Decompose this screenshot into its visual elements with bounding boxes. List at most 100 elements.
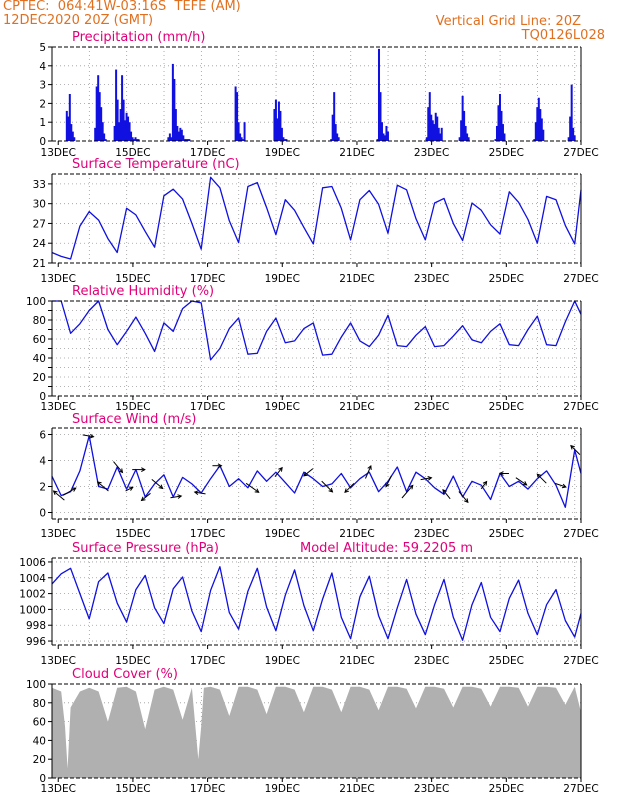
x-tick-label: 13DEC [41,783,76,795]
x-tick-label: 17DEC [190,147,225,159]
panel-5: 996 998 1000 1002 1004 1006 13DEC 15DEC 17DEC 19D… [19,541,598,667]
wind-arrowhead [385,482,390,488]
precip-bar [464,125,467,141]
precip-bar [103,133,106,141]
precip-bar [124,120,127,141]
x-tick-label: 19DEC [265,783,300,795]
y-tick-label: 40 [33,735,46,747]
y-tick-label: 100 [26,679,46,691]
series-line [51,176,582,260]
precip-bar [177,131,180,141]
precip-bar [130,131,133,141]
precip-bar [173,78,176,141]
precip-bar [439,133,442,141]
precip-bar [97,75,100,141]
panel-title: Surface Wind (m/s) [72,412,196,427]
panel-title: Relative Humidity (%) [72,284,214,299]
precip-bar [567,137,570,141]
wind-arrow [274,467,283,478]
wind-arrow [82,434,94,438]
x-tick-label: 23DEC [414,655,449,667]
precip-bar [94,127,97,141]
wind-arrowhead [278,466,283,472]
panel-2: 21 24 27 30 33 13DEC 15DEC 17DEC 19DEC 21DEC 23DEC… [33,157,599,285]
wind-arrow [385,475,392,487]
x-tick-label: 19DEC [265,655,300,667]
x-tick-label: 13DEC [41,401,76,413]
y-tick-label: 20 [33,372,46,384]
precip-bar [127,116,130,141]
wind-arrowhead [463,498,469,504]
x-tick-label: 21DEC [339,147,374,159]
x-tick-label: 13DEC [41,273,76,285]
cloud-cover-area [51,686,581,778]
y-tick-label: 33 [33,179,46,191]
precip-bar [334,124,337,141]
wind-arrowhead [141,467,146,472]
precip-bar [425,137,428,141]
x-tick-label: 17DEC [190,655,225,667]
precip-bar [101,122,104,141]
wind-arrowhead [158,484,164,490]
precip-bar [242,139,245,141]
precip-bar [136,139,139,141]
wind-arrowhead [570,444,575,450]
y-tick-label: 1006 [19,557,46,569]
precip-bar [119,109,122,141]
wind-arrowhead [52,490,58,496]
wind-arrow [303,468,314,477]
y-tick-label: 60 [33,334,46,346]
wind-arrowhead [118,468,124,474]
wind-arrowhead [177,494,183,499]
precip-bar [377,48,380,141]
y-tick-label: 998 [26,620,46,632]
precip-bar [331,114,334,141]
precip-bar [534,122,537,141]
precip-bar [383,135,386,141]
precip-bar [239,133,242,141]
precip-bar [73,137,76,141]
wind-arrowhead [482,480,488,486]
precip-bar [497,105,500,141]
x-tick-label: 19DEC [265,528,300,540]
precip-bar [539,109,542,141]
wind-arrow [97,481,109,492]
wind-arrow [480,481,488,490]
y-tick-label: 3 [39,80,46,92]
x-tick-label: 23DEC [414,401,449,413]
y-tick-label: 1004 [19,573,46,585]
y-tick-label: 0 [39,773,46,785]
precip-bar [68,94,71,141]
precip-bar [282,137,285,141]
precip-bar [533,139,536,141]
x-tick-label: 25DEC [489,655,524,667]
y-tick-label: 2 [39,482,46,494]
y-tick-label: 0 [39,136,46,148]
y-tick-label: 2 [39,98,46,110]
precip-bar [118,122,121,141]
grid-line-note: Vertical Grid Line: 20Z [435,14,581,29]
precip-bar [283,139,286,141]
panel-title: Surface Pressure (hPa) [72,541,219,556]
panel-4: 0 2 4 6 13DEC 15DEC 17DEC 19DEC 21DEC 23DEC 25DEC 2… [39,412,598,540]
wind-arrow [125,486,134,492]
precip-bar [67,116,70,141]
x-tick-label: 27DEC [563,147,598,159]
precip-bar [542,129,545,141]
precip-bar [437,127,440,141]
precip-bar [431,120,434,141]
wind-arrowhead [140,496,146,502]
x-tick-label: 17DEC [190,528,225,540]
model-code: TQ0126L028 [521,28,605,43]
precip-bar [179,127,182,141]
precip-bar [234,86,237,141]
y-tick-label: 1000 [19,604,46,616]
precip-bar [180,129,183,141]
x-tick-label: 19DEC [265,401,300,413]
precip-bar [236,92,239,141]
wind-arrow [170,495,182,499]
y-tick-label: 21 [33,258,46,270]
y-tick-label: 30 [33,199,46,211]
wind-arrowhead [442,488,447,494]
